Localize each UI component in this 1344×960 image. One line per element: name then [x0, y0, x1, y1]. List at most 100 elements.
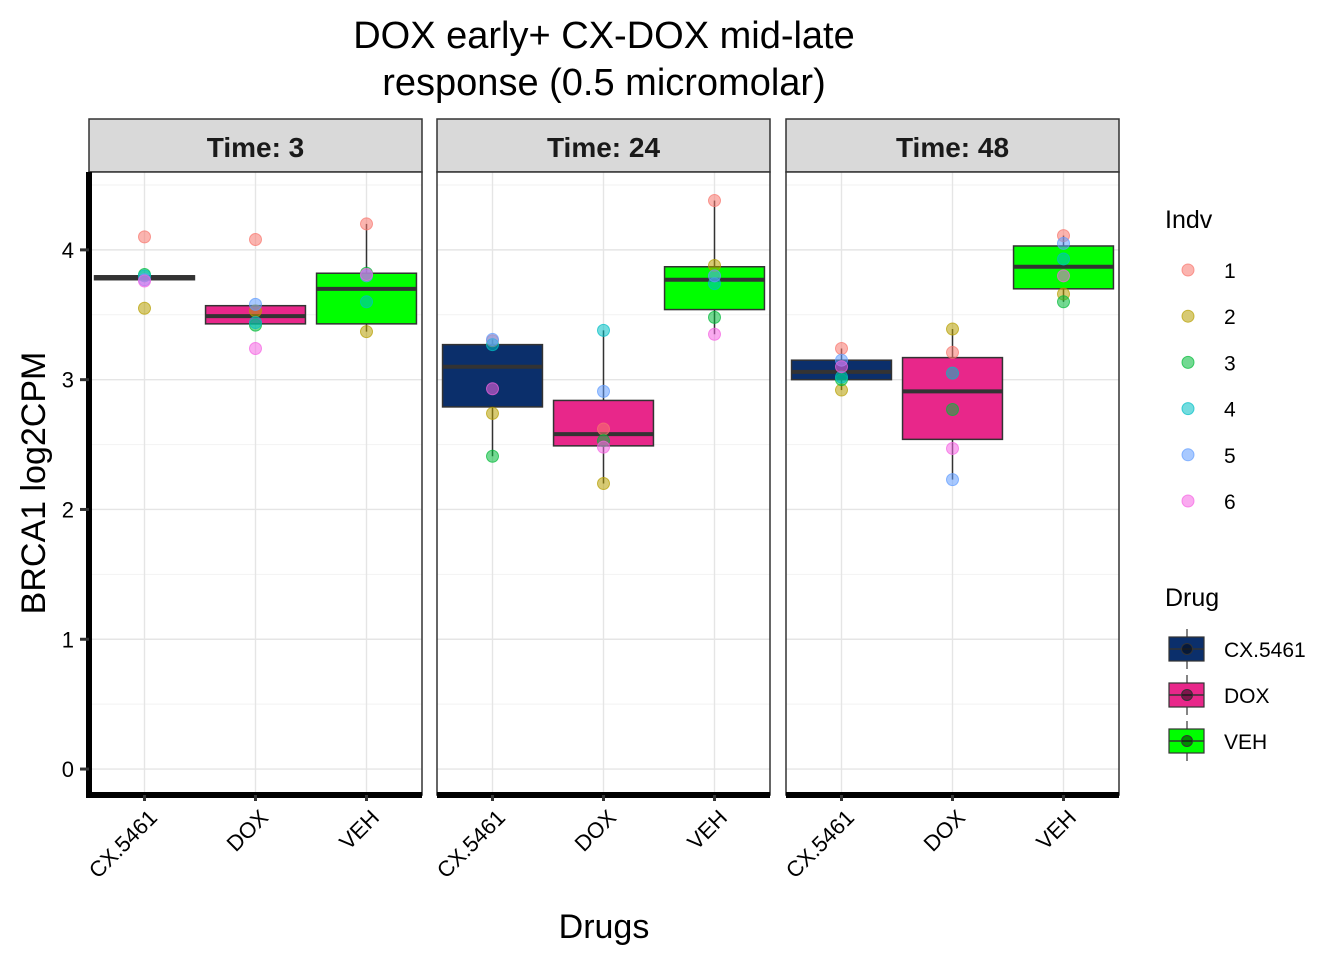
- data-point-indv-2: [138, 301, 151, 315]
- data-point-indv-1: [835, 342, 848, 356]
- legend-key-point: [1181, 643, 1193, 655]
- y-tick-label: 0: [62, 757, 74, 782]
- y-axis: 0 1 2 3 4: [62, 172, 92, 798]
- x-tick-label: DOX: [222, 805, 274, 857]
- x-tick-label: CX.5461: [432, 805, 510, 883]
- data-point-indv-3: [1057, 295, 1070, 309]
- legend-indv-key-5: [1181, 448, 1195, 462]
- data-point-indv-4: [597, 323, 610, 337]
- legend-key-point: [1181, 735, 1193, 747]
- legend-indv-key-4: [1181, 402, 1195, 416]
- data-point-indv-2: [486, 406, 499, 420]
- legend-drug-key-dox: [1168, 675, 1205, 715]
- data-point-indv-5: [1057, 236, 1070, 250]
- box-dox: [901, 322, 1004, 487]
- x-tick-label: DOX: [570, 805, 622, 857]
- data-point-indv-4: [946, 366, 959, 380]
- legend-drug-key-cx5461: [1168, 629, 1205, 669]
- legend-indv-label: 1: [1224, 260, 1236, 283]
- legend-key-point: [1181, 689, 1193, 701]
- y-tick-label: 3: [62, 368, 74, 393]
- legend-indv-label: 6: [1224, 491, 1236, 514]
- legend-drug-label: DOX: [1224, 685, 1270, 708]
- facet-strip-label: Time: 3: [207, 132, 305, 163]
- data-point-indv-5: [249, 297, 262, 311]
- legend-drug-label: VEH: [1224, 731, 1267, 754]
- data-point-indv-2: [946, 322, 959, 336]
- data-point-indv-4: [360, 295, 373, 309]
- panel-2: Time: 24 CX.5461 DOX VEH: [432, 118, 771, 883]
- data-point-indv-3: [708, 310, 721, 324]
- data-point-indv-5: [486, 332, 499, 346]
- data-point-indv-5: [946, 473, 959, 487]
- facet-strip: [436, 118, 771, 173]
- x-tick-label: DOX: [919, 805, 971, 857]
- box-dox: [552, 323, 655, 490]
- facet-strip: [88, 118, 423, 173]
- data-point-indv-2: [597, 477, 610, 490]
- x-axis-title: Drugs: [559, 908, 650, 946]
- data-point-indv-6: [708, 327, 721, 341]
- facet-strip-label: Time: 48: [896, 132, 1009, 163]
- facet-panels: Time: 3 CX.5461 DOX VEH Time: 24 CX.5461 DOX VE…: [84, 118, 1120, 883]
- legend-indv-key-3: [1181, 355, 1195, 369]
- chart-title-line-2: response (0.5 micromolar): [382, 62, 825, 104]
- legend-indv-label: 2: [1224, 306, 1236, 329]
- data-point-indv-1: [946, 345, 959, 359]
- box-cx5461: [790, 342, 893, 397]
- y-axis-title: BRCA1 log2CPM: [15, 352, 53, 615]
- legend-indv-key-6: [1181, 494, 1195, 508]
- data-point-indv-6: [249, 342, 262, 356]
- legend-drug: Drug CX.5461 DOX VEH: [1165, 584, 1306, 761]
- data-point-indv-1: [708, 194, 721, 208]
- facet-strip-label: Time: 24: [547, 132, 661, 163]
- y-tick-label: 2: [62, 497, 74, 522]
- data-point-indv-6: [138, 274, 151, 288]
- y-tick-label: 4: [62, 238, 74, 263]
- legend-drug-key-veh: [1168, 721, 1205, 761]
- box-dox: [204, 232, 307, 356]
- legend-indv: Indv 1 2 3 4 5 6: [1165, 206, 1236, 514]
- legend-drug-title: Drug: [1165, 584, 1219, 612]
- data-point-indv-5: [597, 384, 610, 398]
- y-tick-label: 1: [62, 627, 74, 652]
- x-tick-label: CX.5461: [781, 805, 859, 883]
- data-point-indv-6: [835, 360, 848, 374]
- data-point-indv-4: [249, 316, 262, 330]
- data-point-indv-3: [486, 449, 499, 463]
- data-point-indv-6: [360, 268, 373, 282]
- legend-indv-label: 4: [1224, 399, 1236, 422]
- data-point-indv-4: [1057, 252, 1070, 266]
- data-point-indv-6: [486, 382, 499, 396]
- legend-indv-key-1: [1181, 263, 1195, 277]
- data-point-indv-5: [708, 269, 721, 283]
- box-veh: [1012, 229, 1115, 309]
- panel-3: Time: 48 CX.5461 DOX VEH: [781, 118, 1120, 883]
- data-point-indv-1: [597, 422, 610, 436]
- legend-indv-label: 5: [1224, 445, 1236, 468]
- legend-drug-label: CX.5461: [1224, 639, 1306, 662]
- panel-1: Time: 3 CX.5461 DOX VEH: [84, 118, 423, 883]
- data-point-indv-6: [1057, 269, 1070, 283]
- data-point-indv-1: [360, 217, 373, 231]
- legend-indv-label: 3: [1224, 352, 1236, 375]
- box-iqr: [441, 343, 544, 408]
- x-tick-label: VEH: [682, 805, 732, 855]
- box-veh: [663, 194, 766, 341]
- box-cx5461: [93, 230, 196, 315]
- data-point-indv-1: [249, 232, 262, 246]
- x-tick-label: VEH: [334, 805, 384, 855]
- data-point-indv-1: [138, 230, 151, 244]
- data-point-indv-6: [597, 440, 610, 454]
- data-point-indv-2: [360, 325, 373, 339]
- x-tick-label: VEH: [1031, 805, 1081, 855]
- box-cx5461: [441, 332, 544, 463]
- legend-indv-key-2: [1181, 309, 1195, 323]
- x-tick-label: CX.5461: [84, 805, 162, 883]
- chart-title-line-1: DOX early+ CX-DOX mid-late: [353, 15, 855, 57]
- data-point-indv-3: [946, 403, 959, 417]
- legend-indv-title: Indv: [1165, 206, 1213, 234]
- data-point-indv-6: [946, 441, 959, 455]
- box-veh: [315, 217, 418, 339]
